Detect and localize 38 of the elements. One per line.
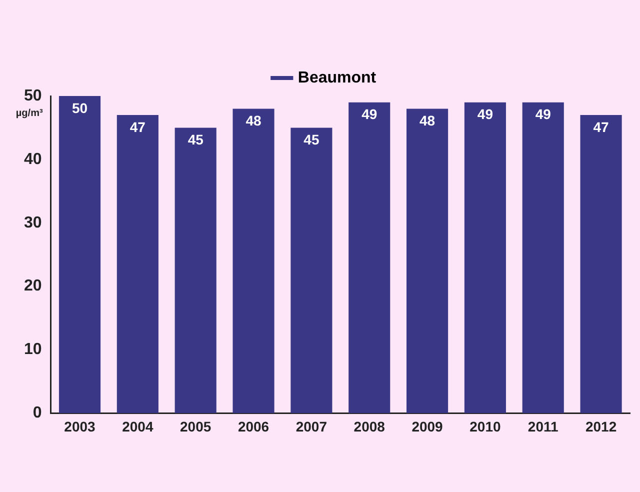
data-label: 49 [477,106,494,122]
data-label: 48 [419,112,436,129]
y-tick-label: 10 [24,341,42,358]
data-label: 45 [188,132,204,148]
bar [174,128,216,414]
bar [580,115,622,414]
bar [522,102,564,414]
y-tick-label: 40 [24,150,42,168]
data-label: 48 [246,112,262,129]
x-tick-label: 2011 [528,418,559,434]
x-tick-label: 2006 [238,418,270,434]
data-label: 47 [593,118,610,135]
x-tick-label: 2007 [296,418,328,434]
data-label: 50 [72,100,88,116]
data-label: 47 [130,118,146,135]
bar [290,128,332,414]
data-label: 49 [535,106,552,122]
y-tick-label: 0 [32,404,42,422]
x-tick-label: 2003 [64,418,96,434]
data-label: 49 [362,106,378,122]
bar [348,102,390,414]
y-tick-label: 30 [24,214,42,232]
x-tick-label: 2009 [412,418,444,434]
legend-label: Beaumont [298,69,377,86]
bar [58,96,101,414]
y-axis-title: µg/m³ [16,108,44,119]
bar [406,108,448,414]
data-label: 45 [304,132,320,148]
x-tick-label: 2008 [354,418,386,434]
x-tick-label: 2010 [470,418,501,434]
y-tick-label: 50 [24,87,42,104]
bar [116,115,158,414]
bar [464,102,506,414]
bar [232,108,274,414]
y-tick-label: 20 [24,278,42,295]
x-tick-label: 2004 [122,418,154,434]
x-tick-label: 2005 [180,418,212,434]
x-tick-label: 2012 [585,418,617,434]
